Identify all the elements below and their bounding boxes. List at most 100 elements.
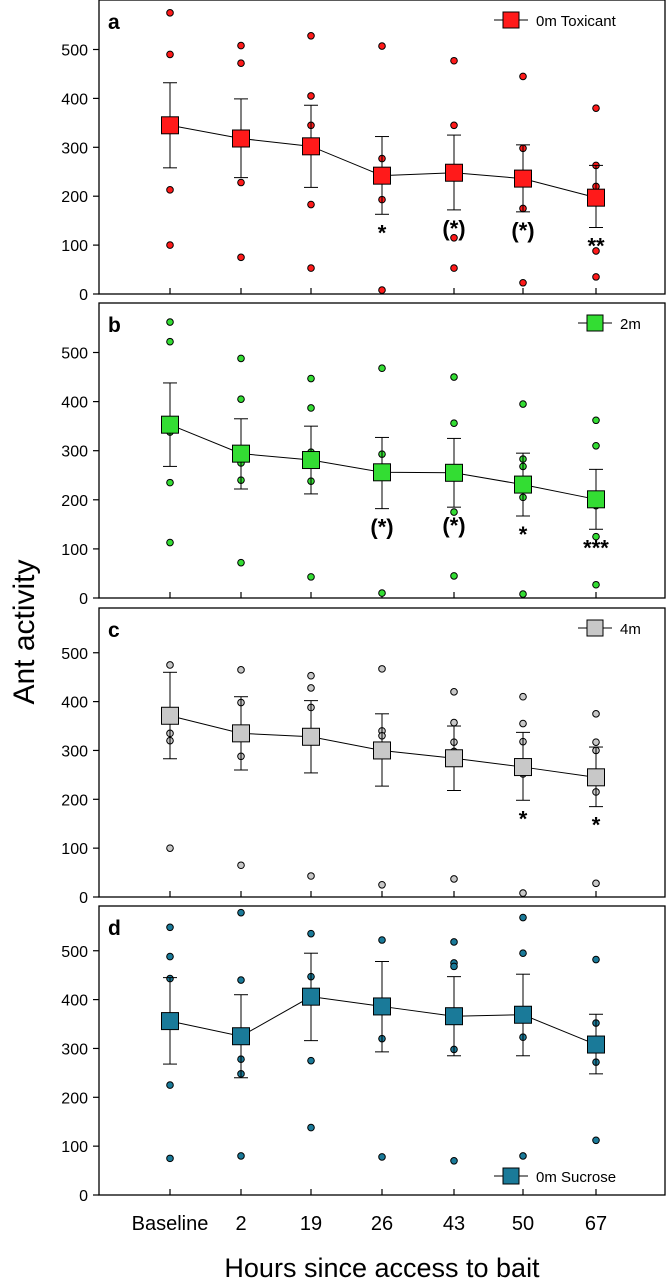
data-point	[307, 1056, 315, 1065]
data-point	[592, 738, 600, 746]
data-point	[450, 938, 458, 946]
mean-marker	[514, 475, 532, 494]
y-tick-label: 100	[61, 238, 88, 255]
data-point	[237, 395, 245, 403]
data-point	[450, 233, 458, 242]
y-tick-label: 100	[61, 1139, 88, 1156]
data-point	[307, 374, 315, 383]
data-point	[378, 665, 386, 673]
data-point	[166, 186, 174, 194]
legend-marker	[502, 11, 520, 29]
significance-marker: *	[519, 522, 528, 547]
data-point	[166, 478, 174, 487]
y-tick-label: 400	[61, 91, 88, 108]
data-point	[592, 416, 600, 425]
data-point	[307, 92, 315, 100]
data-point	[378, 364, 386, 373]
y-tick-label: 200	[61, 189, 88, 206]
panel-label: a	[108, 11, 120, 34]
y-tick-label: 300	[61, 743, 88, 760]
legend: 0m Toxicant	[494, 11, 617, 30]
data-point	[378, 880, 386, 889]
data-point	[307, 404, 315, 412]
legend-marker	[502, 1167, 520, 1185]
significance-marker: **	[587, 233, 605, 258]
mean-marker	[445, 163, 463, 182]
mean-marker	[373, 997, 391, 1016]
data-point	[592, 104, 600, 112]
data-point	[166, 241, 174, 249]
mean-marker	[373, 463, 391, 482]
data-point	[378, 936, 386, 944]
data-point	[307, 872, 315, 880]
data-point	[307, 684, 315, 692]
data-point	[307, 264, 315, 272]
data-point	[519, 1152, 527, 1160]
mean-marker	[302, 727, 320, 746]
legend-marker	[586, 619, 604, 637]
mean-marker	[373, 741, 391, 760]
data-point	[519, 692, 527, 701]
y-tick-label: 400	[61, 695, 88, 712]
panel-label: c	[108, 619, 120, 642]
data-point	[166, 337, 174, 346]
mean-marker	[445, 1007, 463, 1026]
mean-marker	[373, 166, 391, 185]
y-tick-label: 300	[61, 1041, 88, 1058]
data-point	[519, 400, 527, 408]
y-tick-label: 0	[79, 1188, 88, 1205]
data-point	[450, 508, 458, 516]
y-tick-label: 200	[61, 1090, 88, 1107]
mean-marker	[514, 1005, 532, 1024]
y-axis-label: Ant activity	[8, 559, 41, 704]
panel-label: d	[108, 917, 121, 940]
data-point	[378, 286, 386, 294]
mean-marker	[587, 490, 605, 509]
data-point	[519, 889, 527, 897]
legend-label: 0m Sucrose	[536, 1169, 616, 1186]
data-point	[237, 861, 245, 870]
mean-marker	[232, 129, 250, 148]
data-point	[237, 558, 245, 567]
data-point	[166, 1081, 174, 1089]
data-point	[166, 661, 174, 669]
significance-marker: *	[592, 813, 601, 838]
mean-marker	[302, 451, 320, 470]
data-point	[378, 42, 386, 50]
significance-marker: (*)	[442, 216, 465, 241]
data-point	[237, 354, 245, 363]
data-point	[237, 59, 245, 67]
data-point	[450, 419, 458, 428]
mean-marker	[445, 749, 463, 768]
data-point	[237, 41, 245, 50]
data-point	[307, 929, 315, 938]
significance-marker: (*)	[442, 513, 465, 538]
data-point	[450, 373, 458, 381]
data-point	[592, 1136, 600, 1145]
mean-marker	[161, 116, 179, 135]
mean-marker	[587, 768, 605, 787]
data-point	[237, 253, 245, 262]
data-point	[519, 949, 527, 957]
data-point	[166, 50, 174, 59]
data-point	[307, 573, 315, 581]
y-tick-label: 200	[61, 792, 88, 809]
data-point	[378, 589, 386, 597]
data-point	[166, 844, 174, 852]
data-point	[450, 56, 458, 65]
mean-marker	[232, 1027, 250, 1046]
data-point	[307, 200, 315, 209]
legend-label: 4m	[620, 621, 641, 638]
panel-d: 0 100 200 300 400 500 d 0m Sucrose	[61, 905, 666, 1205]
data-point	[450, 264, 458, 272]
mean-marker	[587, 188, 605, 207]
y-tick-label: 300	[61, 444, 88, 461]
data-point	[166, 923, 174, 932]
y-tick-label: 200	[61, 493, 88, 510]
data-point	[450, 688, 458, 696]
data-point	[519, 590, 527, 598]
data-point	[237, 666, 245, 674]
legend: 0m Sucrose	[494, 1167, 616, 1186]
